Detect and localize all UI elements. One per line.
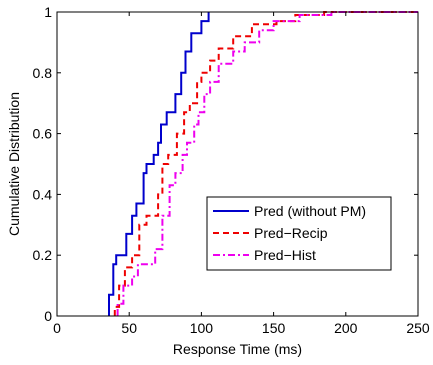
x-tick-label: 150 xyxy=(262,320,286,336)
plot-area xyxy=(108,11,418,316)
y-tick-label: 0.2 xyxy=(33,247,53,263)
x-tick-label: 200 xyxy=(334,320,358,336)
y-tick-label: 0.4 xyxy=(33,186,53,202)
y-tick-label: 0.8 xyxy=(33,65,53,81)
y-axis-label: Cumulative Distribution xyxy=(6,92,22,236)
x-tick-label: 50 xyxy=(121,320,137,336)
series-line-2 xyxy=(113,11,418,316)
legend: Pred (without PM) Pred−Recip Pred−Hist xyxy=(206,196,392,271)
series-line-1 xyxy=(108,12,210,316)
y-tick-label: 0 xyxy=(44,308,52,324)
legend-label: Pred−Hist xyxy=(254,247,316,263)
legend-label: Pred (without PM) xyxy=(254,203,366,219)
axes-box xyxy=(56,11,419,317)
y-tick-label: 0.6 xyxy=(33,126,53,142)
x-tick-label: 250 xyxy=(406,320,430,336)
x-tick-label: 100 xyxy=(190,320,214,336)
series-line-3 xyxy=(116,11,418,316)
y-tick-label: 1 xyxy=(44,4,52,20)
x-axis-label: Response Time (ms) xyxy=(173,341,302,357)
legend-label: Pred−Recip xyxy=(254,225,328,241)
x-tick-label: 0 xyxy=(53,320,61,336)
ticks: 0 50 100 150 200 250 0 0.2 0.4 0.6 0.8 1 xyxy=(33,4,430,336)
